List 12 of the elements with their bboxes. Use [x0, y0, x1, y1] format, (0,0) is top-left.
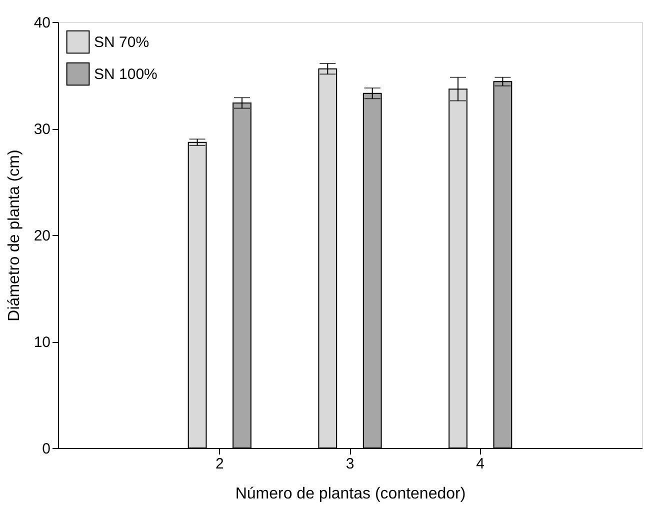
- y-tick-label: 0: [42, 440, 50, 458]
- x-axis-title: Número de plantas (contenedor): [235, 486, 466, 502]
- y-tick-label: 10: [34, 334, 50, 351]
- y-tick-label: 20: [34, 228, 50, 244]
- legend-label: SN 100%: [94, 66, 158, 83]
- x-tick-label: 3: [346, 456, 354, 472]
- x-tick-label: 4: [476, 456, 485, 472]
- y-tick-label: 40: [34, 14, 50, 32]
- legend-label: SN 70%: [94, 34, 150, 51]
- y-tick-label: 30: [34, 121, 50, 138]
- x-tick-label: 2: [215, 456, 224, 472]
- y-axis-title: Diámetro de planta (cm): [6, 150, 23, 322]
